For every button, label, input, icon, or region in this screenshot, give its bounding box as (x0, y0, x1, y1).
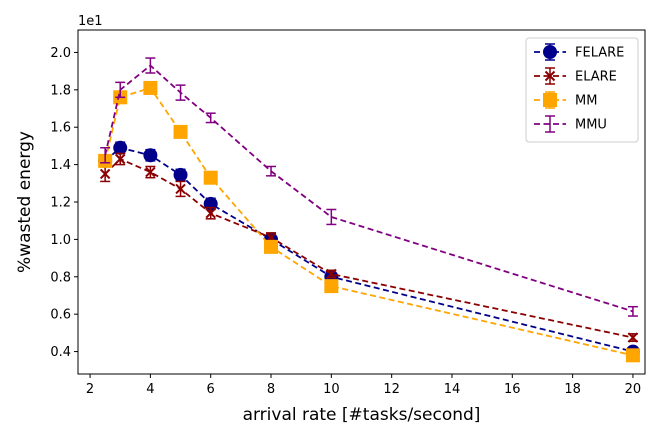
x-tick-label: 6 (207, 382, 215, 397)
legend-label: FELARE (575, 46, 624, 61)
data-point-marker (543, 93, 557, 107)
x-tick-label: 4 (146, 382, 154, 397)
series-elare (99, 152, 639, 343)
data-point-marker (173, 124, 188, 139)
series-mmu (100, 57, 638, 317)
y-tick-label: 0.4 (50, 345, 71, 360)
data-point-marker (205, 208, 216, 219)
data-point-marker (173, 167, 188, 182)
data-point-marker (99, 168, 111, 180)
x-tick-label: 10 (323, 382, 340, 397)
data-point-marker (324, 279, 339, 294)
legend-item-mmu: MMU (534, 115, 607, 133)
x-tick-label: 12 (383, 382, 400, 397)
y-tick-label: 0.8 (50, 270, 71, 285)
x-axis-label: arrival rate [#tasks/second] (243, 405, 481, 425)
legend: FELARE ELARE MM MMU (525, 37, 639, 143)
data-point-marker (264, 239, 279, 254)
data-point-marker (145, 166, 156, 178)
series-line-elare (104, 157, 634, 339)
x-tick-label: 20 (625, 382, 642, 397)
y-tick-label: 1.6 (50, 121, 71, 136)
legend-item-felare: FELARE (534, 43, 624, 61)
x-tick-label: 2 (86, 382, 94, 397)
y-axis-label: %wasted energy (15, 131, 35, 273)
x-tick-label: 14 (444, 382, 461, 397)
y-offset-text: 1e1 (78, 14, 103, 29)
y-tick-label: 1.0 (50, 233, 71, 248)
series-line-mmu (104, 64, 634, 313)
legend-item-mm: MM (534, 91, 597, 109)
legend-label: ELARE (575, 70, 617, 85)
data-point-marker (203, 170, 218, 185)
data-point-marker (544, 70, 556, 82)
data-point-marker (113, 140, 128, 155)
legend-label: MMU (575, 118, 607, 133)
legend-label: MM (575, 94, 597, 109)
data-point-marker (625, 348, 640, 363)
data-point-marker (143, 80, 158, 95)
x-tick-label: 16 (504, 382, 521, 397)
x-tick-label: 18 (564, 382, 581, 397)
data-point-marker (543, 45, 557, 59)
y-tick-label: 1.4 (50, 158, 71, 173)
series-mm (98, 80, 640, 363)
y-tick-label: 1.2 (50, 196, 71, 211)
y-tick-label: 0.6 (50, 308, 71, 323)
data-point-marker (175, 183, 186, 195)
y-tick-label: 1.8 (50, 83, 71, 98)
legend-item-elare: ELARE (534, 67, 617, 85)
data-point-marker (627, 332, 639, 343)
data-point-marker (115, 153, 126, 165)
x-tick-label: 8 (267, 382, 275, 397)
data-point-marker (326, 268, 337, 280)
series-line-felare (104, 146, 634, 353)
y-tick-label: 2.0 (50, 46, 71, 61)
data-point-marker (143, 148, 158, 163)
